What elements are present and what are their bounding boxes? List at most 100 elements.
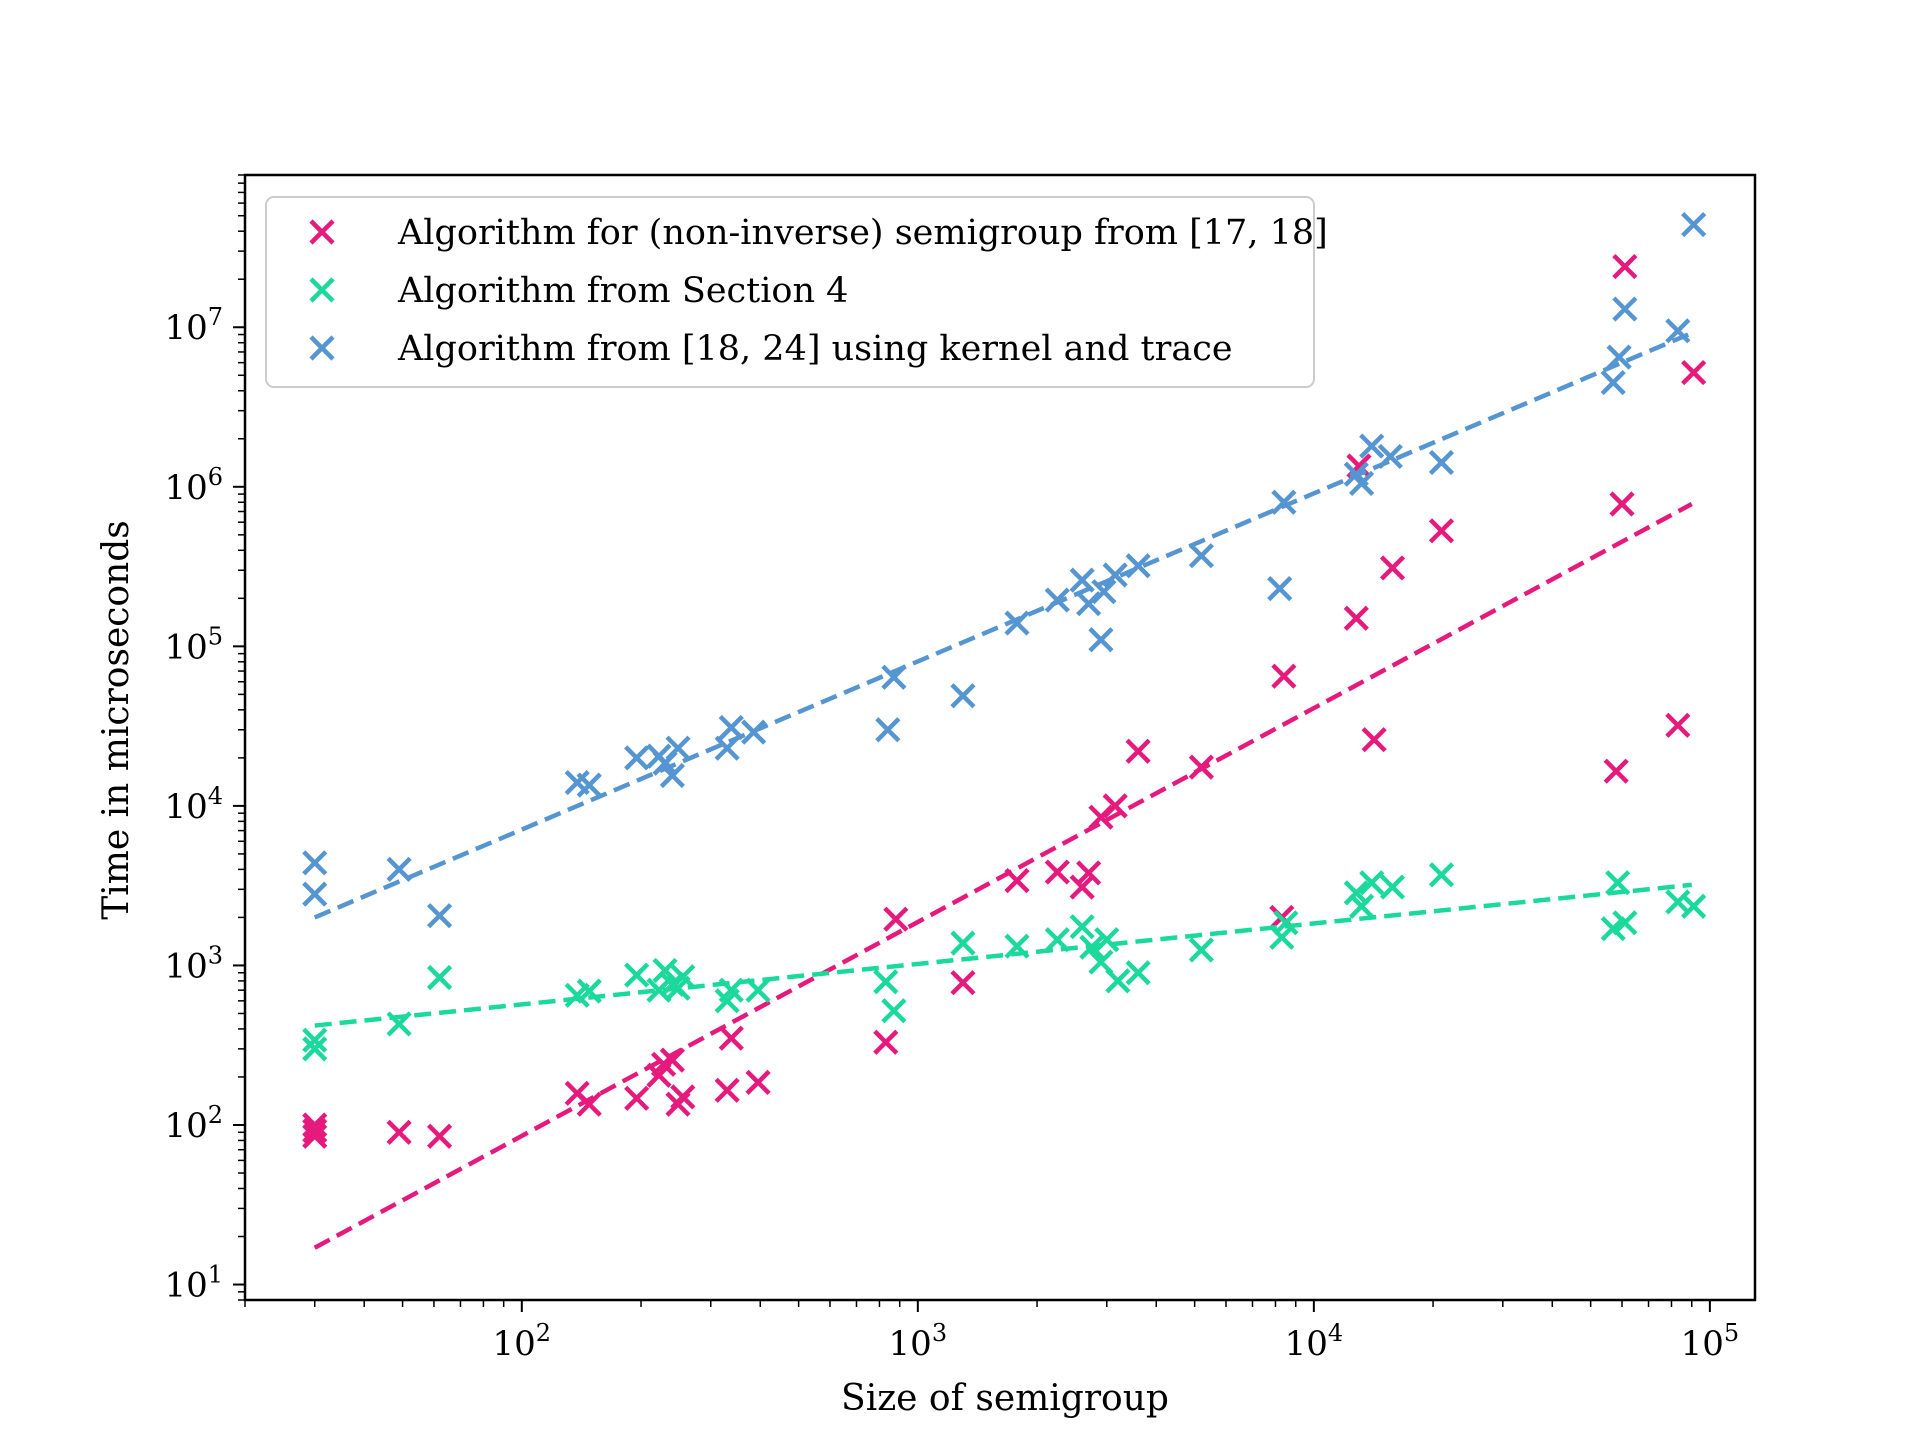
data-point-1-22-stroke-b [1088, 949, 1114, 975]
data-point-1-31-stroke-b [1359, 870, 1385, 896]
y-axis-label: Time in microseconds [96, 520, 137, 920]
data-point-0-4-stroke-b [426, 1123, 453, 1149]
data-point-2-14 [875, 717, 901, 743]
data-point-0-29-stroke-b [1343, 605, 1369, 631]
data-point-1-20-stroke-b [1069, 914, 1095, 940]
data-point-2-27 [1271, 489, 1297, 515]
data-point-0-16-stroke-b [873, 1029, 899, 1055]
data-point-2-32 [1428, 449, 1455, 476]
y-tick-label-5: 106 [164, 463, 223, 508]
data-point-2-14-stroke-b [875, 717, 901, 743]
data-point-2-15 [881, 664, 907, 690]
data-point-2-36 [1665, 318, 1691, 344]
legend-marker-1-stroke-b [309, 277, 335, 303]
series-2 [302, 211, 1707, 929]
data-point-0-18-stroke-b [950, 970, 976, 996]
data-point-0-31 [1361, 727, 1387, 753]
legend-label-1: Algorithm from Section 4 [397, 271, 848, 311]
data-point-1-23 [1094, 927, 1120, 953]
data-point-0-22-stroke-b [1076, 860, 1102, 886]
data-point-2-17-stroke-b [1004, 610, 1030, 636]
data-point-2-26-stroke-b [1267, 576, 1293, 602]
data-point-1-13-stroke-b [718, 977, 744, 1003]
data-point-0-14-stroke-b [718, 1025, 744, 1051]
data-point-2-11 [714, 735, 740, 761]
data-point-2-29 [1349, 470, 1375, 497]
data-point-2-29-stroke-b [1349, 470, 1375, 497]
data-point-0-1 [302, 1112, 328, 1138]
data-point-2-23-stroke-b [1102, 562, 1128, 588]
series-layer [302, 211, 1707, 1250]
data-point-1-2 [386, 1011, 412, 1037]
data-point-2-22-stroke-b [1091, 579, 1117, 605]
data-point-1-5 [576, 978, 602, 1004]
data-point-2-18-stroke-b [1044, 587, 1070, 613]
data-point-0-34 [1603, 758, 1629, 784]
data-point-1-11 [670, 964, 696, 990]
data-point-2-37 [1681, 211, 1707, 238]
data-point-2-24-stroke-b [1125, 553, 1151, 579]
legend-marker-2-stroke-b [309, 335, 335, 361]
data-point-1-17 [950, 930, 976, 956]
data-point-0-0-stroke-b [302, 1123, 328, 1149]
data-point-2-16 [950, 683, 976, 709]
data-point-2-1-stroke-b [302, 881, 328, 907]
data-point-0-12-stroke-b [670, 1084, 696, 1110]
data-point-1-3 [426, 964, 453, 991]
data-point-1-14 [745, 977, 771, 1003]
data-point-0-20-stroke-b [1044, 859, 1070, 885]
data-point-2-24 [1125, 553, 1151, 579]
data-point-1-19 [1044, 927, 1070, 953]
data-point-1-13 [718, 977, 744, 1003]
legend-marker-1 [309, 277, 335, 303]
data-point-0-32 [1379, 555, 1406, 581]
data-point-2-22 [1091, 579, 1117, 605]
data-point-0-36-stroke-b [1612, 253, 1638, 280]
data-point-2-36-stroke-b [1665, 318, 1691, 344]
data-point-1-26-stroke-b [1188, 937, 1214, 963]
data-point-0-33-stroke-b [1428, 518, 1455, 544]
y-tick-label-2: 103 [164, 941, 223, 986]
data-point-2-6-stroke-b [624, 745, 650, 771]
data-point-1-6-stroke-b [624, 962, 650, 988]
data-point-2-30 [1359, 433, 1385, 459]
legend-box [265, 196, 1315, 388]
data-point-1-14-stroke-b [745, 977, 771, 1003]
data-point-2-26 [1267, 576, 1293, 602]
data-point-1-26 [1188, 937, 1214, 963]
data-point-1-38-stroke-b [1681, 893, 1707, 919]
data-point-1-19-stroke-b [1044, 927, 1070, 953]
data-point-0-20 [1044, 859, 1070, 885]
x-tick-label-2: 104 [1285, 1319, 1344, 1364]
data-point-0-33 [1428, 518, 1455, 544]
data-point-0-36 [1612, 253, 1638, 280]
data-point-0-35 [1609, 491, 1635, 517]
legend-label-0: Algorithm for (non-inverse) semigroup fr… [397, 213, 1328, 253]
data-point-0-10-stroke-b [659, 1047, 685, 1073]
data-point-1-29-stroke-b [1343, 880, 1369, 906]
data-point-0-38-stroke-b [1681, 359, 1707, 386]
data-point-0-3-stroke-b [386, 1119, 412, 1145]
data-point-0-32-stroke-b [1379, 555, 1406, 581]
data-point-0-17-stroke-b [883, 906, 909, 932]
data-point-1-2-stroke-b [386, 1011, 412, 1037]
data-point-1-11-stroke-b [670, 964, 696, 990]
data-point-1-16-stroke-b [881, 998, 907, 1024]
data-point-1-8-stroke-b [652, 957, 678, 984]
series-1 [302, 862, 1707, 1062]
data-point-1-28 [1273, 910, 1299, 936]
data-point-1-38 [1681, 893, 1707, 919]
data-point-2-33-stroke-b [1600, 369, 1626, 396]
data-point-1-5-stroke-b [576, 978, 602, 1004]
data-point-0-25-stroke-b [1125, 738, 1151, 764]
data-point-2-0-stroke-b [302, 850, 328, 876]
data-point-2-20-stroke-b [1076, 591, 1102, 617]
data-point-0-37-stroke-b [1665, 712, 1691, 738]
data-point-1-33 [1428, 862, 1455, 888]
data-point-2-33 [1600, 369, 1626, 396]
data-point-2-35-stroke-b [1612, 296, 1638, 322]
x-tick-label-3: 105 [1681, 1319, 1740, 1364]
data-point-1-32 [1379, 874, 1406, 900]
